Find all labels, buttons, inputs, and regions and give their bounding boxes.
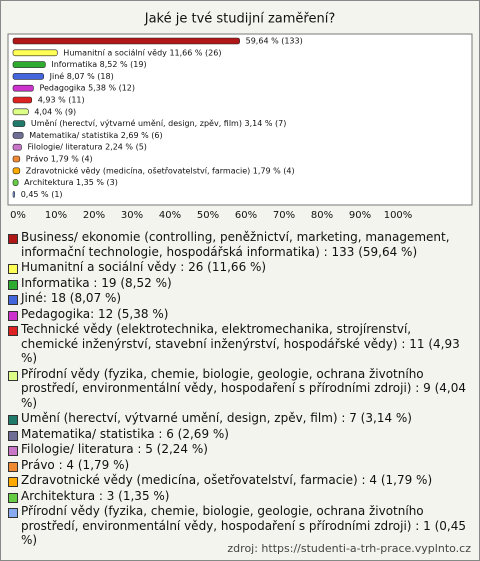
bar-label: Informatika 8,52 % (19) <box>51 60 146 69</box>
legend-text: Business/ ekonomie (controlling, peněžni… <box>21 230 450 259</box>
legend-swatch <box>8 295 18 305</box>
legend-swatch <box>8 415 18 425</box>
legend-text: Přírodní vědy (fyzika, chemie, biologie,… <box>21 366 467 410</box>
bar <box>12 49 58 57</box>
bar-label: Filologie/ literatura 2,24 % (5) <box>28 143 147 152</box>
x-tick-label: 60% <box>235 210 257 221</box>
legend-swatch <box>8 508 18 518</box>
legend-item: Humanitní a sociální vědy : 26 (11,66 %) <box>8 260 470 275</box>
x-tick-label: 80% <box>311 210 333 221</box>
bar-label: 4,93 % (11) <box>38 96 85 105</box>
legend-item: Jiné: 18 (8,07 %) <box>8 291 470 306</box>
legend-swatch <box>8 234 18 244</box>
bar-label: Matematika/ statistika 2,69 % (6) <box>29 131 162 140</box>
legend-text: Pedagogika: 12 (5,38 %) <box>21 306 169 321</box>
x-tick-label: 30% <box>121 210 143 221</box>
bar <box>12 155 21 163</box>
legend-text: Informatika : 19 (8,52 %) <box>21 275 172 290</box>
bar <box>12 120 26 127</box>
legend-swatch <box>8 264 18 274</box>
x-tick-label: 10% <box>45 210 67 221</box>
bar <box>12 73 44 80</box>
plot-area <box>7 33 473 206</box>
legend: Business/ ekonomie (controlling, peněžni… <box>8 230 470 549</box>
bar <box>12 108 29 116</box>
legend-swatch <box>8 279 18 290</box>
bar <box>12 179 19 186</box>
bar <box>12 191 16 198</box>
legend-item: Technické vědy (elektrotechnika, elektro… <box>8 322 470 366</box>
legend-swatch <box>8 446 18 456</box>
bar-label: Zdravotnické vědy (medicína, ošetřovatel… <box>26 165 295 175</box>
legend-text: Zdravotnické vědy (medicína, ošetřovatel… <box>21 473 433 487</box>
legend-text: Filologie/ literatura : 5 (2,24 %) <box>21 442 208 456</box>
legend-swatch <box>8 477 18 487</box>
bar-label: 0,45 % (1) <box>21 190 63 199</box>
legend-item: Business/ ekonomie (controlling, peněžni… <box>8 230 470 259</box>
chart: Jaké je tvé studijní zaměření? 0% 10% 20% 3… <box>7 12 473 221</box>
legend-text: Přírodní vědy (fyzika, chemie, biologie,… <box>21 504 467 547</box>
bar-label: 59,64 % (133) <box>246 37 303 46</box>
legend-text: Technické vědy (elektrotechnika, elektro… <box>21 322 460 365</box>
legend-item: Pedagogika: 12 (5,38 %) <box>8 307 470 322</box>
legend-swatch <box>8 430 18 441</box>
legend-text: Matematika/ statistika : 6 (2,69 %) <box>21 426 229 441</box>
legend-item: Zdravotnické vědy (medicína, ošetřovatel… <box>8 473 470 488</box>
bar <box>12 37 240 45</box>
bar-label: Právo 1,79 % (4) <box>26 155 93 164</box>
bar-label: 4,04 % (9) <box>34 107 76 116</box>
bar <box>12 96 33 104</box>
bar <box>12 132 24 139</box>
legend-item: Umění (herectví, výtvarné umění, design,… <box>8 411 470 426</box>
bar-label: Humanitní a sociální vědy 11,66 % (26) <box>63 48 221 57</box>
bar <box>12 167 21 175</box>
legend-swatch <box>8 326 18 336</box>
legend-item: Matematika/ statistika : 6 (2,69 %) <box>8 427 470 442</box>
legend-text: Humanitní a sociální vědy : 26 (11,66 %) <box>21 260 267 274</box>
x-tick-label: 50% <box>197 210 219 221</box>
bar-label: Jiné 8,07 % (18) <box>49 71 114 81</box>
chart-title: Jaké je tvé studijní zaměření? <box>144 12 336 27</box>
legend-item: Filologie/ literatura : 5 (2,24 %) <box>8 442 470 457</box>
legend-swatch <box>8 492 18 503</box>
bar <box>12 61 46 68</box>
x-tick-label: 70% <box>273 210 295 221</box>
legend-text: Právo : 4 (1,79 %) <box>21 457 130 472</box>
x-tick-label: 0% <box>10 210 26 221</box>
legend-text: Architektura : 3 (1,35 %) <box>21 488 170 503</box>
legend-text: Umění (herectví, výtvarné umění, design,… <box>21 411 412 425</box>
legend-item: Přírodní vědy (fyzika, chemie, biologie,… <box>8 367 470 411</box>
legend-item: Právo : 4 (1,79 %) <box>8 458 470 473</box>
legend-swatch <box>8 461 18 472</box>
source: zdroj: https://studenti-a-trh-prace.vypl… <box>227 542 471 555</box>
legend-swatch <box>8 370 18 381</box>
legend-item: Architektura : 3 (1,35 %) <box>8 489 470 504</box>
bar-label: Architektura 1,35 % (3) <box>24 178 118 187</box>
bar <box>12 143 22 151</box>
x-tick-label: 90% <box>349 210 371 221</box>
x-tick-label: 40% <box>159 210 181 221</box>
legend-text: Jiné: 18 (8,07 %) <box>21 291 122 305</box>
bar <box>12 84 34 92</box>
legend-item: Informatika : 19 (8,52 %) <box>8 276 470 291</box>
x-tick-label: 100% <box>384 210 413 221</box>
x-tick-label: 20% <box>83 210 105 221</box>
legend-swatch <box>8 310 18 321</box>
legend-item: Přírodní vědy (fyzika, chemie, biologie,… <box>8 504 470 548</box>
bar-label: Pedagogika 5,38 % (12) <box>39 84 135 93</box>
bar-label: Umění (herectví, výtvarné umění, design,… <box>31 118 286 128</box>
